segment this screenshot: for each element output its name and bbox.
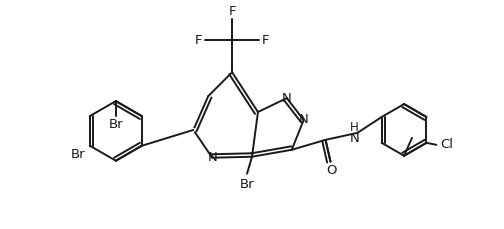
Text: O: O xyxy=(326,164,337,177)
Text: N: N xyxy=(282,92,292,105)
Text: N: N xyxy=(207,151,217,164)
Text: H: H xyxy=(350,121,359,134)
Text: Br: Br xyxy=(240,178,255,191)
Text: Br: Br xyxy=(71,148,85,161)
Text: F: F xyxy=(228,5,236,18)
Text: Br: Br xyxy=(108,118,123,131)
Text: Cl: Cl xyxy=(440,138,453,151)
Text: N: N xyxy=(299,113,308,126)
Text: F: F xyxy=(195,34,202,47)
Text: N: N xyxy=(349,132,359,145)
Text: F: F xyxy=(262,34,270,47)
